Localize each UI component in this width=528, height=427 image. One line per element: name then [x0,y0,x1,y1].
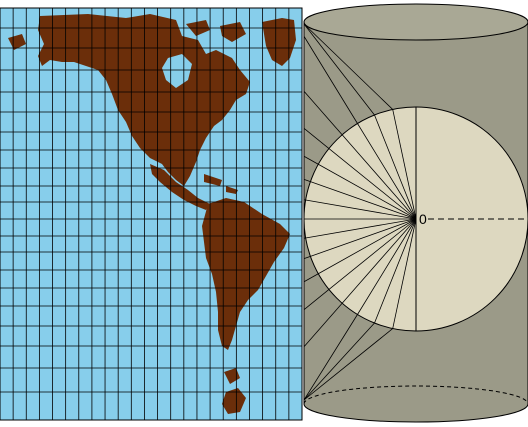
antarctica-fragment [222,388,246,414]
globe-spoke [318,163,417,220]
globe-spoke [328,148,417,220]
arctic-island-3 [220,22,246,42]
projection-ray [303,273,319,283]
projection-ray [303,155,319,165]
globe-spoke [392,109,417,220]
map-grid [0,8,302,420]
globe-spoke [310,218,417,257]
projection-rays [303,23,393,401]
globe-spoke [392,218,417,329]
projection-ray [303,314,358,401]
central-america-shape [150,164,210,210]
projection-ray [303,36,358,124]
projection-ray [303,289,330,311]
globe-spoke [328,218,417,290]
hudson-bay [162,54,192,88]
globe-spoke [341,218,417,304]
projection-ray [303,23,393,110]
cylinder-bottom-hidden-edge [303,385,528,405]
caribbean-island-1 [204,174,222,186]
globe-spoke [357,218,417,315]
globe-spoke [305,218,417,239]
cylinder-top-ellipse [303,3,528,41]
flat-map [0,7,303,421]
globe-latitude-spokes [304,109,417,329]
projection-ray [303,178,311,182]
projection-ray [303,91,343,136]
caribbean-island-2 [226,186,238,194]
projection-ray [303,328,393,401]
globe-spoke [374,114,417,220]
projection-ray [303,23,375,116]
globe-cross-section: 0 [303,106,528,332]
arctic-island-1 [8,34,26,50]
globe-spoke [341,134,417,220]
projection-ray [303,256,311,260]
projection-ray [303,322,375,401]
globe-spoke [310,181,417,220]
center-label: 0 [419,211,427,227]
greenland-shape [262,18,296,66]
globe-spoke [305,199,417,220]
globe-spoke [357,123,417,220]
globe-spoke [374,218,417,324]
projection-ray [303,127,330,149]
projection-ray [303,302,343,347]
globe-spoke [318,218,417,275]
